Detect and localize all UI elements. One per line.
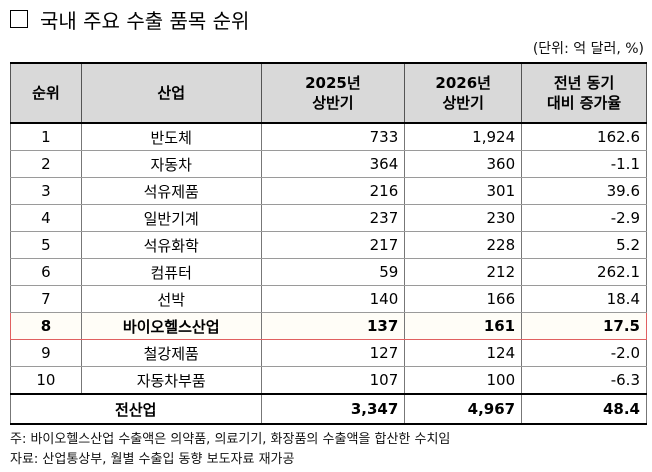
cell-growth: 39.6 [521,177,647,205]
column-header: 2026년 상반기 [404,62,523,124]
cell-industry: 자동차부품 [80,366,262,395]
title-text: 국내 주요 수출 품목 순위 [40,8,250,33]
table-row: 7 선박 140 166 18.4 [10,285,647,313]
cell-h2025: 107 [260,366,406,395]
cell-h2026: 360 [404,150,523,178]
total-h2025: 3,347 [260,393,406,425]
cell-industry: 선박 [80,285,262,313]
cell-h2026: 212 [404,258,523,286]
table-row: 1 반도체 733 1,924 162.6 [10,123,647,151]
cell-h2025: 127 [260,339,406,367]
cell-h2026: 228 [404,231,523,259]
cell-growth: 18.4 [521,285,647,313]
cell-industry: 일반기계 [80,204,262,232]
cell-rank: 4 [10,204,82,232]
cell-rank: 10 [10,366,82,395]
total-label: 전산업 [10,393,262,425]
cell-growth: 162.6 [521,123,647,151]
column-header: 전년 동기 대비 증가율 [521,62,647,124]
total-row: 전산업 3,347 4,967 48.4 [10,393,647,425]
cell-rank: 8 [10,312,82,340]
export-ranking-table: 순위 산업 2025년 상반기 2026년 상반기 전년 동기 대비 증가율 1 반도체 733 1… [10,62,647,425]
cell-h2026: 100 [404,366,523,395]
cell-growth: 5.2 [521,231,647,259]
cell-industry: 컴퓨터 [80,258,262,286]
cell-h2026: 1,924 [404,123,523,151]
cell-growth: -2.9 [521,204,647,232]
cell-rank: 2 [10,150,82,178]
table-row: 9 철강제품 127 124 -2.0 [10,339,647,367]
cell-growth: -6.3 [521,366,647,395]
cell-h2025: 733 [260,123,406,151]
table-row: 3 석유제품 216 301 39.6 [10,177,647,205]
cell-industry: 바이오헬스산업 [80,312,262,340]
table-row: 6 컴퓨터 59 212 262.1 [10,258,647,286]
note-line: 주: 바이오헬스산업 수출액은 의약품, 의료기기, 화장품의 수출액을 합산한… [10,432,451,447]
cell-industry: 석유화학 [80,231,262,259]
table-header-row: 순위 산업 2025년 상반기 2026년 상반기 전년 동기 대비 증가율 [10,62,647,124]
unit-label: (단위: 억 달러, %) [532,41,644,57]
cell-h2026: 124 [404,339,523,367]
table-row: 5 석유화학 217 228 5.2 [10,231,647,259]
cell-rank: 6 [10,258,82,286]
cell-h2026: 161 [404,312,523,340]
cell-h2025: 217 [260,231,406,259]
cell-h2026: 166 [404,285,523,313]
cell-h2025: 140 [260,285,406,313]
total-h2026: 4,967 [404,393,523,425]
cell-rank: 3 [10,177,82,205]
table-row: 10 자동차부품 107 100 -6.3 [10,366,647,395]
cell-growth: -2.0 [521,339,647,367]
square-bullet-icon [10,10,28,28]
cell-industry: 자동차 [80,150,262,178]
source-line: 자료: 산업통상부, 월별 수출입 동향 보도자료 재가공 [10,452,295,467]
cell-rank: 7 [10,285,82,313]
column-header: 2025년 상반기 [260,62,406,124]
total-growth: 48.4 [521,393,647,425]
page-title: 국내 주요 수출 품목 순위 [10,2,249,36]
cell-h2026: 230 [404,204,523,232]
column-header: 산업 [80,62,262,124]
cell-h2026: 301 [404,177,523,205]
cell-growth: 262.1 [521,258,647,286]
cell-rank: 1 [10,123,82,151]
cell-h2025: 137 [260,312,406,340]
cell-rank: 5 [10,231,82,259]
cell-h2025: 237 [260,204,406,232]
table-row: 4 일반기계 237 230 -2.9 [10,204,647,232]
cell-industry: 반도체 [80,123,262,151]
cell-h2025: 59 [260,258,406,286]
cell-industry: 석유제품 [80,177,262,205]
cell-growth: 17.5 [521,312,647,340]
cell-growth: -1.1 [521,150,647,178]
table-row-highlighted: 8 바이오헬스산업 137 161 17.5 [10,312,647,340]
cell-rank: 9 [10,339,82,367]
column-header: 순위 [10,62,82,124]
table-row: 2 자동차 364 360 -1.1 [10,150,647,178]
cell-h2025: 216 [260,177,406,205]
cell-industry: 철강제품 [80,339,262,367]
cell-h2025: 364 [260,150,406,178]
footnotes: 주: 바이오헬스산업 수출액은 의약품, 의료기기, 화장품의 수출액을 합산한… [10,430,450,470]
